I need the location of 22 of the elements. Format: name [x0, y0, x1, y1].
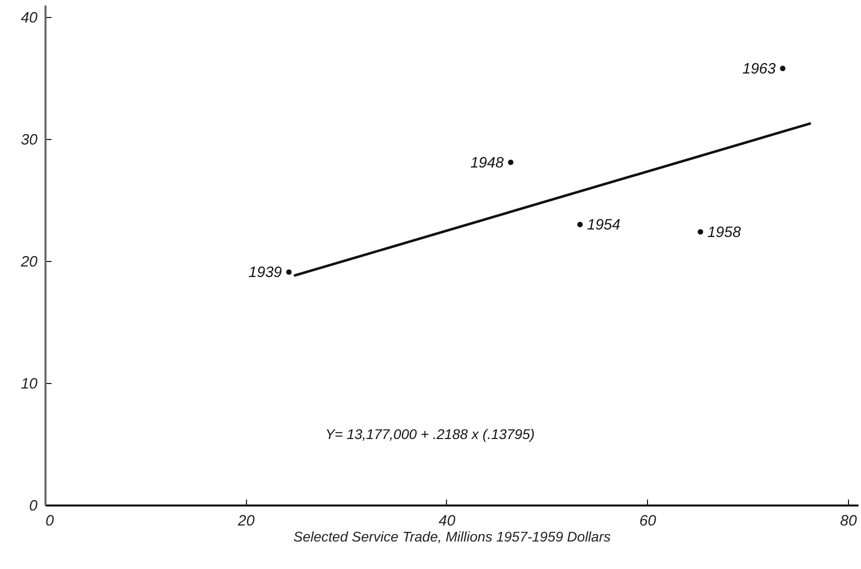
point — [780, 66, 786, 72]
x-axis-title: Selected Service Trade, Millions 1957-1959 Dollars — [293, 528, 611, 544]
annotation: 1939 — [248, 264, 283, 282]
annotation: 1954 — [586, 216, 620, 234]
annotation: 1948 — [470, 154, 504, 172]
annotation: 1958 — [707, 224, 742, 241]
y-tick-label: 0 — [29, 498, 38, 514]
y-tick-label: 10 — [20, 376, 38, 393]
x-tick-label: 60 — [639, 512, 657, 530]
y-tick-label: 40 — [20, 10, 38, 27]
x-tick-label: 80 — [840, 512, 858, 530]
point — [508, 160, 514, 166]
y-tick-label: 20 — [20, 254, 38, 271]
annotation: 1963 — [742, 60, 776, 78]
x-tick-label: 40 — [438, 512, 456, 530]
point — [698, 229, 704, 235]
point — [577, 222, 583, 228]
y-tick-label: 30 — [20, 132, 38, 149]
annotation: Y= 13,177,000 + .2188 x (.13795) — [325, 426, 535, 442]
point — [286, 269, 292, 275]
x-tick-label: 0 — [46, 512, 54, 530]
x-tick-label: 20 — [236, 512, 256, 530]
